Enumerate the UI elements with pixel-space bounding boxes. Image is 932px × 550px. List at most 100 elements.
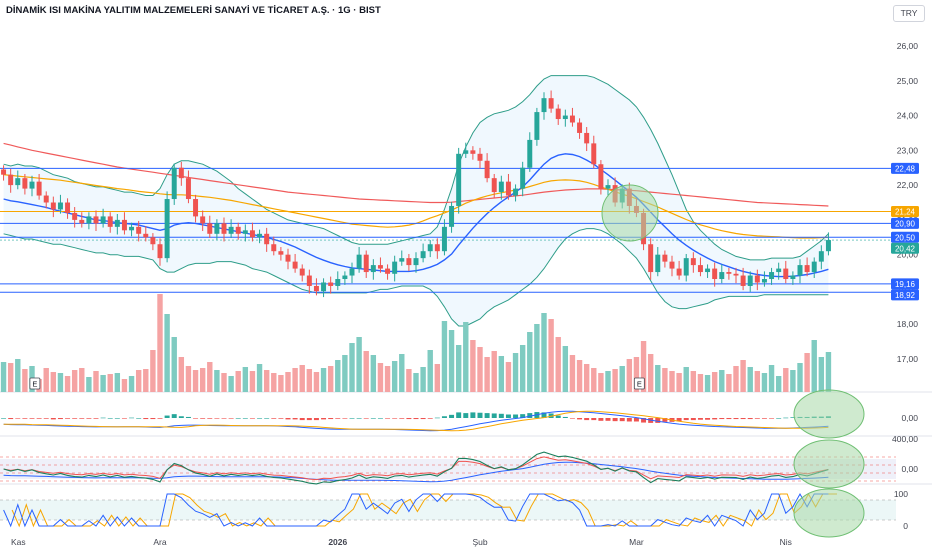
- momentum-histogram-bar: [413, 418, 419, 420]
- momentum-histogram-bar: [392, 418, 398, 419]
- candle-body: [747, 275, 753, 286]
- volume-bar: [64, 376, 71, 392]
- momentum-histogram-bar: [72, 418, 78, 419]
- candle-body: [50, 202, 56, 210]
- momentum-histogram-bar: [370, 418, 376, 419]
- x-axis-label: Mar: [629, 537, 644, 547]
- momentum-histogram-bar: [754, 418, 760, 419]
- momentum-histogram-bar: [328, 418, 334, 420]
- momentum-histogram-bar: [321, 418, 327, 420]
- momentum-histogram-bar: [733, 418, 739, 420]
- time-axis: Kas Ara 2026 Şub Mar Nis: [11, 537, 792, 547]
- candle-body: [150, 237, 156, 245]
- momentum-histogram-bar: [456, 412, 462, 418]
- candle-body: [29, 181, 35, 189]
- stochastic-tick-label: 0: [903, 521, 908, 531]
- momentum-histogram-bar: [100, 417, 106, 419]
- candle-body: [299, 268, 305, 276]
- volume-bar: [754, 371, 761, 392]
- candle-body: [712, 268, 718, 280]
- momentum-histogram-bar: [36, 418, 42, 419]
- momentum-histogram-bar: [342, 418, 348, 419]
- volume-bar: [761, 373, 768, 392]
- candle-body: [648, 244, 654, 273]
- earnings-marker[interactable]: [633, 377, 645, 390]
- candle-body: [72, 212, 78, 220]
- candle-body: [406, 258, 412, 266]
- volume-bar: [57, 373, 64, 392]
- momentum-histogram-bar: [79, 418, 85, 419]
- earnings-marker-label: E: [32, 380, 37, 389]
- candle-body: [292, 261, 298, 269]
- momentum-tick-label: 0,00: [901, 413, 918, 423]
- candle-body: [136, 226, 142, 234]
- volume-bar: [135, 370, 142, 392]
- volume-bar: [505, 362, 512, 392]
- candle-body: [15, 178, 21, 186]
- volume-bar: [676, 373, 682, 392]
- momentum-histogram-bar: [463, 413, 469, 418]
- momentum-histogram-bar: [491, 413, 497, 418]
- candle-body: [584, 132, 590, 144]
- volume-bar: [427, 350, 433, 392]
- volume-bar: [484, 357, 490, 392]
- candle-body: [541, 98, 547, 113]
- momentum-histogram-bar: [783, 417, 789, 419]
- candle-body: [783, 268, 789, 280]
- earnings-marker[interactable]: [29, 377, 41, 390]
- volume-bar: [420, 367, 426, 392]
- volume-bar: [121, 379, 128, 392]
- volume-bar: [370, 355, 377, 392]
- volume-bar: [221, 373, 227, 392]
- volume-bar: [242, 367, 249, 392]
- volume-bar: [626, 359, 633, 392]
- candle-body: [356, 254, 362, 269]
- momentum-histogram-bar: [22, 418, 28, 419]
- momentum-histogram-bar: [719, 418, 725, 420]
- momentum-histogram-bar: [449, 414, 455, 418]
- volume-bar: [726, 374, 732, 392]
- level-labels: 22,48 21,24 20,90 20,50 20,42 19,16 18,92: [891, 162, 919, 301]
- momentum-histogram-bar: [335, 418, 341, 419]
- momentum-histogram-bar: [761, 418, 767, 419]
- momentum-histogram-bar: [633, 418, 639, 422]
- volume-bar: [441, 321, 448, 392]
- volume-bar: [548, 319, 554, 392]
- volume-bar: [207, 362, 213, 392]
- momentum-histogram-bar: [662, 418, 668, 422]
- volume-bar: [128, 376, 135, 392]
- momentum-histogram-bar: [683, 418, 689, 421]
- momentum-histogram-bar: [43, 418, 49, 419]
- momentum-histogram-bar: [349, 418, 355, 419]
- candle-body: [285, 254, 291, 262]
- candle-body: [349, 268, 355, 276]
- candle-body: [377, 265, 383, 269]
- oscillator-fast-line: [3, 451, 829, 485]
- volume-bar: [783, 368, 789, 392]
- candle-body: [676, 268, 682, 276]
- momentum-histogram-bar: [8, 418, 14, 420]
- momentum-histogram-bar: [221, 418, 227, 419]
- candle-body: [427, 244, 433, 252]
- candle-body: [562, 115, 568, 120]
- momentum-histogram-bar: [527, 413, 533, 418]
- volume-bar: [406, 369, 412, 392]
- candle-body: [200, 216, 206, 224]
- momentum-histogram-bar: [157, 418, 163, 419]
- currency-button[interactable]: TRY: [893, 5, 925, 22]
- candle-body: [434, 244, 440, 252]
- candle-body: [235, 226, 241, 234]
- momentum-histogram-bar: [747, 418, 753, 420]
- momentum-histogram-bar: [185, 416, 191, 418]
- candle-body: [577, 122, 583, 133]
- volume-bar: [349, 343, 355, 392]
- momentum-histogram-bar: [65, 418, 71, 419]
- level-label-box: [891, 231, 919, 243]
- horizontal-levels[interactable]: [0, 167, 896, 293]
- level-label-box: [891, 217, 919, 229]
- volume-bar: [43, 368, 49, 392]
- volume-bar: [719, 370, 725, 392]
- highlight-circles: [601, 184, 865, 538]
